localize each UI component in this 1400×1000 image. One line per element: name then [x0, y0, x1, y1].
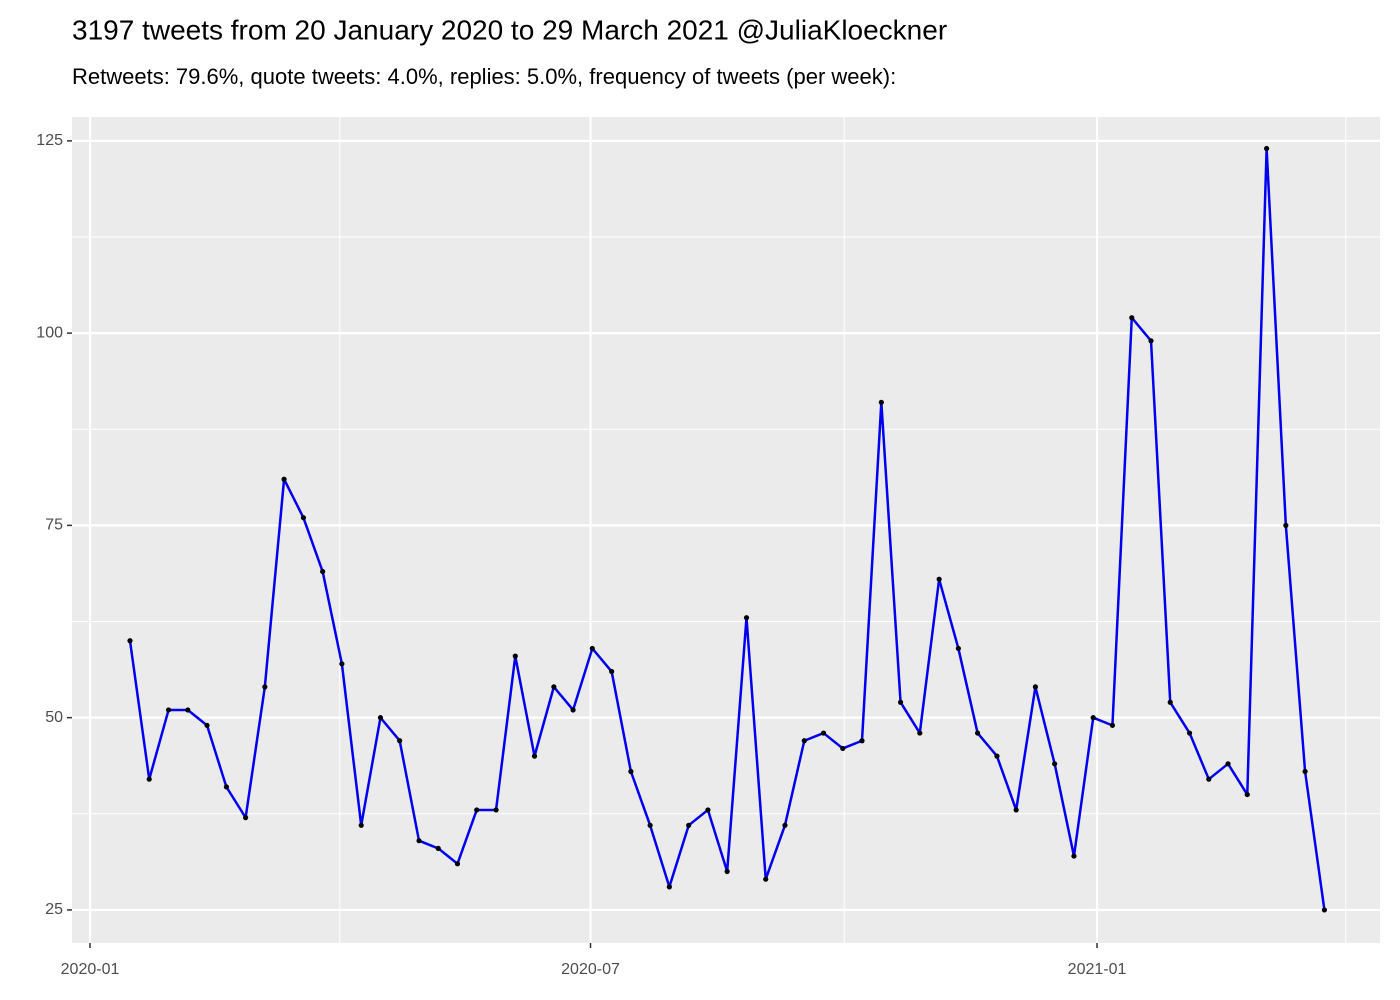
data-point [782, 822, 788, 828]
data-point [185, 707, 191, 713]
data-point [840, 745, 846, 752]
data-point [570, 707, 576, 713]
y-tick-label: 25 [45, 901, 63, 918]
data-point [1244, 791, 1250, 798]
data-point [1321, 907, 1328, 913]
data-point [628, 768, 634, 775]
data-point [397, 738, 403, 744]
data-point [1129, 315, 1135, 321]
data-point [1013, 807, 1019, 813]
x-tick-label: 2020-01 [61, 961, 120, 978]
data-point [609, 668, 615, 675]
data-point [531, 753, 538, 759]
data-point [994, 753, 1000, 759]
data-point [666, 884, 672, 890]
data-point [647, 822, 653, 828]
data-point [917, 730, 923, 736]
data-point [454, 861, 461, 867]
data-point [724, 868, 730, 875]
data-point [493, 807, 499, 813]
data-point [763, 876, 769, 882]
data-point [1032, 684, 1039, 690]
data-point [339, 661, 345, 667]
data-point [551, 684, 557, 690]
data-point [416, 838, 422, 844]
y-tick-label: 125 [36, 132, 63, 149]
data-point [1206, 776, 1212, 782]
data-point [1090, 715, 1096, 721]
chart-title: 3197 tweets from 20 January 2020 to 29 M… [72, 14, 947, 45]
data-point [512, 653, 518, 659]
data-point [127, 638, 133, 644]
data-point [1052, 761, 1058, 767]
data-point [878, 399, 884, 405]
data-point [223, 784, 229, 790]
data-point [589, 645, 595, 652]
data-point [1283, 522, 1289, 528]
data-point [936, 576, 942, 582]
data-point [743, 615, 750, 621]
data-point [801, 738, 807, 744]
data-point [435, 845, 441, 852]
data-point [320, 568, 326, 575]
data-point [1186, 730, 1193, 736]
data-point [686, 822, 692, 828]
data-point [204, 722, 210, 728]
data-point [281, 476, 287, 482]
data-point [897, 699, 904, 705]
data-point [1148, 338, 1154, 344]
data-point [859, 738, 865, 744]
data-point [820, 730, 827, 736]
x-tick-label: 2021-01 [1068, 961, 1127, 978]
data-point [1302, 768, 1308, 775]
data-point [358, 822, 364, 828]
data-point [1071, 853, 1077, 859]
data-point [474, 807, 480, 813]
data-point [243, 815, 249, 821]
data-point [1225, 761, 1231, 767]
data-point [955, 645, 961, 652]
data-point [165, 707, 172, 713]
data-point [146, 776, 152, 782]
data-point [377, 715, 384, 721]
y-tick-label: 100 [36, 324, 63, 341]
data-point [1167, 699, 1173, 705]
data-point [975, 730, 981, 736]
plot-panel [72, 117, 1380, 943]
data-point [1264, 145, 1270, 152]
chart-subtitle: Retweets: 79.6%, quote tweets: 4.0%, rep… [72, 64, 896, 89]
data-point [300, 515, 307, 521]
data-point [705, 807, 711, 813]
data-point [262, 684, 268, 690]
y-tick-label: 50 [45, 709, 63, 726]
y-tick-label: 75 [45, 517, 63, 534]
x-tick-label: 2020-07 [561, 961, 620, 978]
data-point [1109, 722, 1116, 728]
